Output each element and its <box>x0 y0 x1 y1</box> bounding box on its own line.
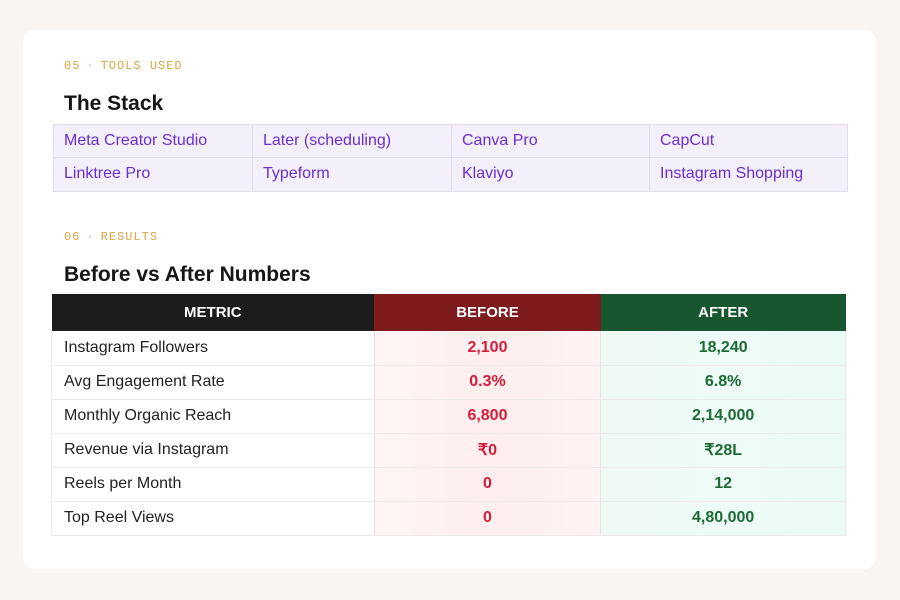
metric-cell: Avg Engagement Rate <box>51 365 375 400</box>
table-row: Reels per Month 0 12 <box>51 467 846 502</box>
table-row: Top Reel Views 0 4,80,000 <box>51 501 846 536</box>
section-number: 05 <box>64 59 81 73</box>
table-row: Instagram Followers 2,100 18,240 <box>51 331 846 366</box>
table-row: Monthly Organic Reach 6,800 2,14,000 <box>51 399 846 434</box>
tools-section-title: The Stack <box>64 92 164 115</box>
tool-item: Instagram Shopping <box>660 165 804 182</box>
before-value: 6,800 <box>373 399 602 434</box>
metric-cell: Top Reel Views <box>51 501 375 536</box>
column-header-metric: METRIC <box>51 294 375 331</box>
results-table: METRIC BEFORE AFTER Instagram Followers … <box>51 294 846 536</box>
separator: · <box>86 59 95 73</box>
tool-item: Typeform <box>253 158 452 191</box>
tool-item: Meta Creator Studio <box>54 125 253 158</box>
after-value: 2,14,000 <box>600 399 846 434</box>
after-value: 12 <box>600 467 846 502</box>
tool-item: Later (scheduling) <box>253 125 452 158</box>
table-row: Avg Engagement Rate 0.3% 6.8% <box>51 365 846 400</box>
section-number: 06 <box>64 230 81 244</box>
tool-item: Klaviyo <box>452 158 650 191</box>
table-row: Revenue via Instagram ₹0 ₹28L <box>51 433 846 468</box>
before-value: 2,100 <box>373 331 602 366</box>
results-section-title: Before vs After Numbers <box>64 263 311 286</box>
before-value: 0 <box>373 501 602 536</box>
tools-grid: Meta Creator Studio Later (scheduling) C… <box>53 124 849 192</box>
metric-cell: Instagram Followers <box>51 331 375 366</box>
after-value: 18,240 <box>600 331 846 366</box>
after-value: 6.8% <box>600 365 846 400</box>
before-value: 0.3% <box>373 365 602 400</box>
metric-cell: Reels per Month <box>51 467 375 502</box>
tool-item: Canva Pro <box>452 125 650 158</box>
metric-cell: Revenue via Instagram <box>51 433 375 468</box>
metric-cell: Monthly Organic Reach <box>51 399 375 434</box>
column-header-after: AFTER <box>600 294 846 331</box>
before-value: ₹0 <box>373 433 602 468</box>
results-section-eyebrow: 06 · RESULTS <box>64 230 158 244</box>
column-header-before: BEFORE <box>374 294 601 331</box>
section-label: TOOLS USED <box>100 59 183 73</box>
table-header-row: METRIC BEFORE AFTER <box>51 294 846 331</box>
section-label: RESULTS <box>100 230 159 244</box>
after-value: ₹28L <box>600 433 846 468</box>
tool-item: CapCut <box>650 125 849 158</box>
tools-section-eyebrow: 05 · TOOLS USED <box>64 59 183 73</box>
before-value: 0 <box>373 467 602 502</box>
after-value: 4,80,000 <box>600 501 846 536</box>
separator: · <box>86 230 95 244</box>
tool-item: Linktree Pro <box>54 158 253 191</box>
